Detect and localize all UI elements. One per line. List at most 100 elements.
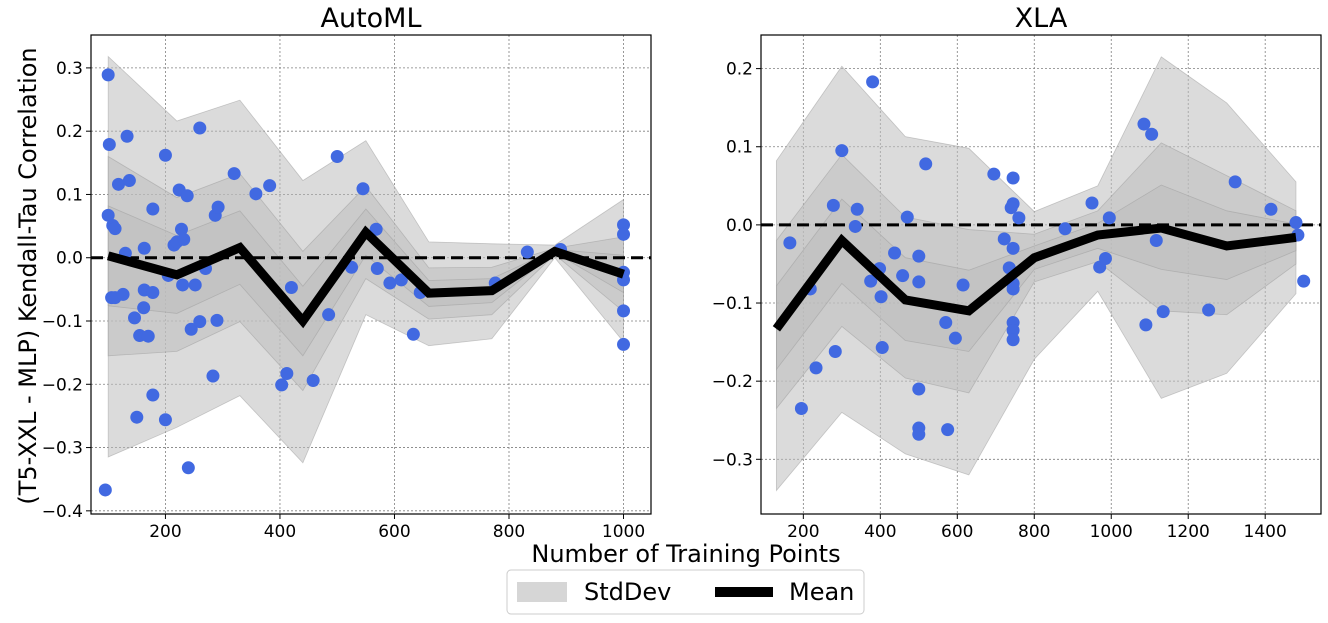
automl-data-point-18 (141, 329, 155, 343)
automl-data-point-33 (184, 322, 198, 336)
automl-y-tick-label-1: −0.3 (42, 439, 83, 459)
xla-bands (775, 56, 1297, 492)
automl-data-point-62 (617, 218, 631, 232)
xla-data-point-27 (987, 167, 1001, 181)
automl-data-point-57 (406, 327, 420, 341)
automl-y-tick-label-5: 0.1 (56, 185, 83, 205)
xla-data-point-43 (1102, 211, 1116, 225)
xla-data-point-48 (1156, 305, 1170, 319)
automl-data-point-19 (146, 202, 160, 216)
automl-data-point-30 (177, 232, 191, 246)
xla-x-tick-label-0: 200 (787, 522, 819, 542)
automl-data-point-56 (394, 273, 408, 287)
automl-data-point-49 (322, 308, 336, 322)
automl-data-point-23 (158, 413, 172, 427)
automl-y-tick-label-4: 0.0 (56, 249, 83, 269)
automl-data-point-63 (617, 227, 631, 241)
xla-data-point-14 (888, 246, 902, 260)
xla-y-tick-label-0: −0.3 (712, 450, 753, 470)
xla-data-point-19 (912, 382, 926, 396)
legend-mean-label: Mean (789, 578, 854, 606)
xla-data-point-36 (1006, 323, 1020, 337)
automl-data-point-20 (146, 286, 160, 300)
xla-y-tick-label-1: −0.2 (712, 372, 753, 392)
automl-data-point-17 (137, 241, 151, 255)
xla-data-point-46 (1145, 127, 1159, 141)
xla-data-point-21 (912, 427, 926, 441)
automl-data-point-0 (101, 68, 115, 82)
automl-data-point-50 (330, 149, 344, 163)
automl-axes-frame (90, 34, 652, 515)
xla-data-point-51 (1264, 202, 1278, 216)
xla-x-tick-label-3: 800 (1018, 522, 1050, 542)
xla-data-point-6 (835, 144, 849, 158)
xla-y-tick-label-3: 0.0 (726, 216, 753, 236)
automl-data-point-8 (116, 287, 130, 301)
xla-data-point-50 (1228, 175, 1242, 189)
xla-data-point-34 (1006, 282, 1020, 296)
automl-data-point-1 (102, 137, 116, 151)
automl-data-point-32 (181, 461, 195, 475)
xla-axes-frame (760, 34, 1322, 515)
xla-x-tick-label-4: 1000 (1090, 522, 1133, 542)
automl-data-point-35 (193, 121, 207, 135)
automl-data-point-5 (108, 222, 122, 236)
automl-data-point-47 (284, 280, 298, 294)
automl-y-tick-label-3: −0.1 (42, 312, 83, 332)
xla-mean-line (772, 223, 1297, 332)
automl-data-point-48 (306, 373, 320, 387)
x-axis-label: Number of Training Points (531, 540, 840, 568)
automl-x-tick-label-1: 400 (264, 522, 296, 542)
xla-data-point-0 (783, 236, 797, 250)
automl-data-point-31 (180, 189, 194, 203)
xla-data-point-32 (1006, 241, 1020, 255)
legend: StdDev Mean (506, 569, 865, 615)
automl-data-point-68 (98, 483, 112, 497)
xla-data-point-23 (939, 316, 953, 330)
automl-data-point-66 (617, 304, 631, 318)
xla-data-point-44 (1137, 117, 1151, 131)
automl-data-point-11 (122, 174, 136, 188)
automl-data-point-55 (383, 276, 397, 290)
automl-data-point-46 (280, 367, 294, 381)
xla-data-point-39 (1058, 222, 1072, 236)
automl-x-tick-label-4: 1000 (602, 522, 645, 542)
xla-data-point-18 (912, 249, 926, 263)
automl-data-point-15 (137, 301, 151, 315)
xla-data-point-40 (1085, 196, 1099, 210)
legend-stddev-swatch (517, 582, 567, 602)
xla-data-point-55 (1004, 201, 1018, 215)
xla-data-point-1 (794, 402, 808, 416)
xla-x-tick-label-6: 1400 (1244, 522, 1287, 542)
xla-data-point-16 (900, 210, 914, 224)
automl-x-tick-label-0: 200 (149, 522, 181, 542)
xla-data-point-8 (850, 202, 864, 216)
automl-data-point-7 (111, 177, 125, 191)
xla-data-point-37 (1006, 333, 1020, 347)
xla-data-point-15 (896, 269, 910, 283)
xla-x-tick-label-5: 1200 (1167, 522, 1210, 542)
automl-x-tick-label-2: 600 (378, 522, 410, 542)
automl-data-point-42 (227, 167, 241, 181)
automl-data-point-22 (158, 148, 172, 162)
xla-chart-title: XLA (1015, 3, 1068, 34)
xla-data-point-49 (1202, 303, 1216, 317)
automl-data-point-38 (206, 369, 220, 383)
automl-data-point-10 (120, 129, 134, 143)
xla-data-point-24 (941, 423, 955, 437)
automl-data-point-12 (128, 311, 142, 325)
automl-y-tick-label-7: 0.3 (56, 59, 83, 79)
automl-data-point-60 (520, 245, 534, 259)
xla-data-point-3 (809, 361, 823, 375)
legend-stddev-label: StdDev (584, 578, 671, 606)
xla-data-point-54 (1297, 274, 1311, 288)
xla-data-point-13 (875, 341, 889, 355)
xla-x-tick-label-2: 600 (941, 522, 973, 542)
automl-data-point-44 (263, 179, 277, 193)
xla-data-point-22 (919, 157, 933, 171)
automl-chart-title: AutoML (320, 3, 421, 34)
xla-data-point-30 (1006, 171, 1020, 185)
automl-data-point-53 (369, 222, 383, 236)
automl-data-point-41 (211, 200, 225, 214)
